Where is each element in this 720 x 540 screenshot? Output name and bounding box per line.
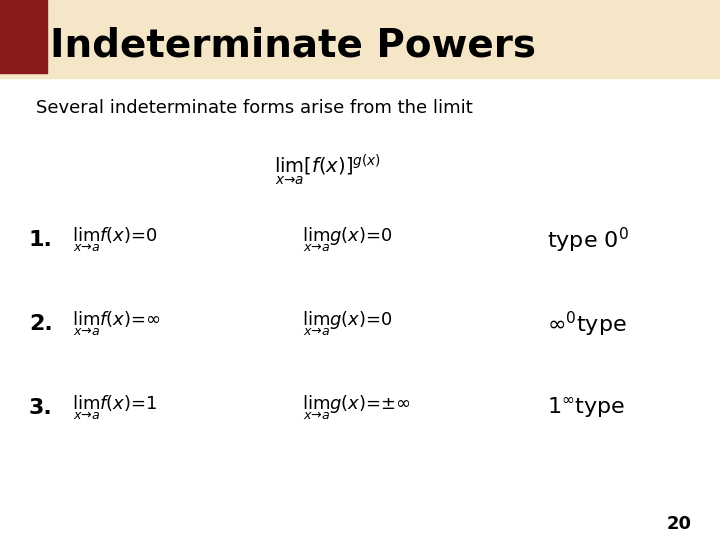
Bar (0, 0, 47, 73)
Text: 1.: 1. (29, 230, 53, 251)
Text: $\lim_{x \to a} g(x) = 0$: $\lim_{x \to a} g(x) = 0$ (302, 310, 393, 338)
Text: 2.: 2. (29, 314, 53, 334)
Text: type $0^0$: type $0^0$ (547, 226, 629, 255)
Text: Several indeterminate forms arise from the limit: Several indeterminate forms arise from t… (36, 99, 473, 117)
Text: Indeterminate Powers: Indeterminate Powers (50, 27, 536, 65)
Text: $\infty^0$type: $\infty^0$type (547, 309, 627, 339)
Text: $\lim_{x \to a} f(x) = 0$: $\lim_{x \to a} f(x) = 0$ (72, 226, 158, 254)
Text: 3.: 3. (29, 397, 53, 418)
Text: $\lim_{x \to a} f(x) = 1$: $\lim_{x \to a} f(x) = 1$ (72, 394, 158, 422)
Text: 20: 20 (666, 515, 691, 533)
Bar (0, 0, 720, 78)
Text: $1^{\infty}$type: $1^{\infty}$type (547, 395, 626, 420)
Text: $\lim_{x \to a} g(x) = 0$: $\lim_{x \to a} g(x) = 0$ (302, 226, 393, 254)
Text: $\lim_{x \to a} g(x) = \pm\infty$: $\lim_{x \to a} g(x) = \pm\infty$ (302, 394, 411, 422)
Text: $\lim_{x \to a} f(x) = \infty$: $\lim_{x \to a} f(x) = \infty$ (72, 310, 161, 338)
Text: $\lim_{x \to a} [f(x)]^{g(x)}$: $\lim_{x \to a} [f(x)]^{g(x)}$ (274, 153, 381, 187)
